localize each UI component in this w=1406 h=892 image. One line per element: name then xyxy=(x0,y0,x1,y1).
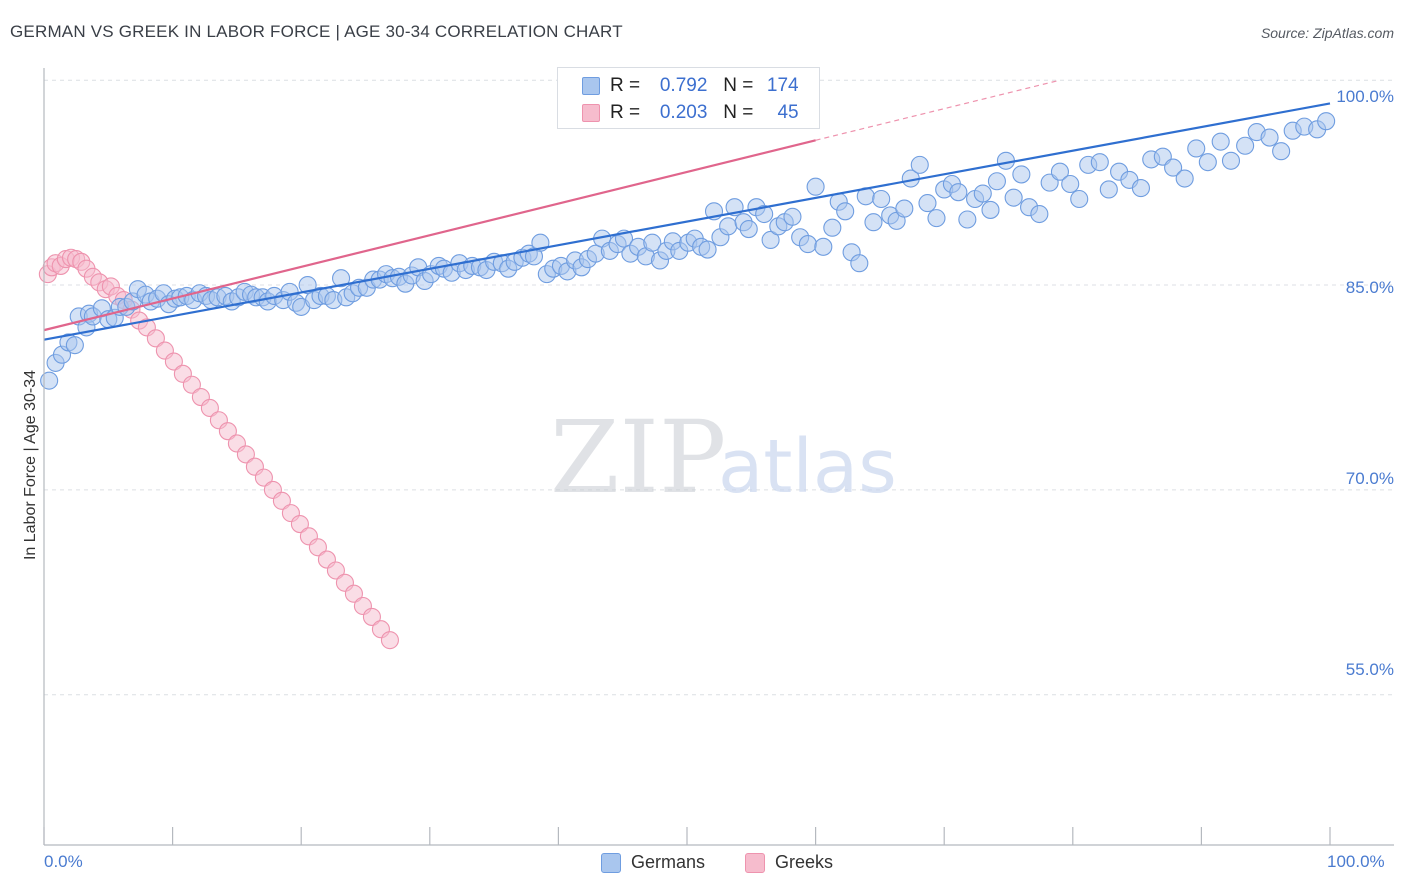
german-point-143 xyxy=(1012,165,1031,184)
german-point-151 xyxy=(1090,153,1109,172)
german-point-149 xyxy=(1070,189,1089,209)
german-point-4 xyxy=(65,336,84,355)
german-point-107 xyxy=(739,220,758,239)
legend-germans[interactable]: Germans xyxy=(601,852,705,873)
german-point-158 xyxy=(1164,158,1183,177)
greek-point-40 xyxy=(344,584,363,603)
greek-point-36 xyxy=(308,538,327,557)
greek-point-24 xyxy=(200,398,219,418)
german-point-159 xyxy=(1175,169,1194,188)
x-tick-100: 100.0% xyxy=(1327,852,1385,871)
german-point-132 xyxy=(927,209,946,228)
german-point-128 xyxy=(895,199,914,218)
german-point-164 xyxy=(1236,136,1255,155)
german-trend-line xyxy=(43,102,1331,341)
y-tick-55: 55.0% xyxy=(1345,660,1394,679)
german-point-161 xyxy=(1198,153,1217,172)
german-point-152 xyxy=(1099,180,1118,199)
german-point-101 xyxy=(698,240,717,259)
greek-n-value: 45 xyxy=(777,102,799,123)
german-point-104 xyxy=(719,217,738,236)
greek-point-22 xyxy=(182,375,201,394)
greek-point-38 xyxy=(326,561,345,580)
german-point-140 xyxy=(987,172,1006,191)
german-point-124 xyxy=(864,213,883,232)
german-point-42 xyxy=(298,276,317,295)
y-tick-70: 70.0% xyxy=(1345,469,1394,488)
x-tick-0: 0.0% xyxy=(44,852,83,871)
watermark-atlas: atlas xyxy=(718,424,897,510)
german-point-167 xyxy=(1272,142,1291,161)
german-point-110 xyxy=(761,230,780,250)
greek-point-30 xyxy=(254,468,273,487)
german-point-120 xyxy=(836,202,855,221)
german-point-160 xyxy=(1187,139,1206,158)
greek-point-28 xyxy=(236,445,255,464)
german-point-117 xyxy=(814,237,833,256)
legend-germans-swatch xyxy=(601,852,621,873)
greek-point-32 xyxy=(272,491,291,510)
german-point-0 xyxy=(40,371,59,390)
greek-r-value: 0.203 xyxy=(659,102,708,123)
greek-trend-line xyxy=(43,139,816,332)
stats-legend: R = 0.792 N = 174 R = 0.203 N = 45 xyxy=(557,67,820,129)
german-point-155 xyxy=(1131,179,1151,198)
german-point-145 xyxy=(1030,204,1049,224)
german-stats-row: R = 0.792 N = 174 xyxy=(582,74,799,98)
german-point-147 xyxy=(1050,162,1069,181)
legend-greeks-label: Greeks xyxy=(775,852,834,872)
chart-title: GERMAN VS GREEK IN LABOR FORCE | AGE 30-… xyxy=(10,22,623,41)
greek-point-18 xyxy=(146,329,165,348)
german-point-118 xyxy=(823,218,842,237)
german-swatch xyxy=(582,77,600,95)
german-r-value: 0.792 xyxy=(659,75,708,96)
german-n-label: N = xyxy=(723,75,754,96)
greek-point-42 xyxy=(362,607,381,626)
axes xyxy=(43,68,1394,846)
german-point-135 xyxy=(949,183,968,202)
german-point-115 xyxy=(798,235,817,254)
german-n-value: 174 xyxy=(766,75,799,96)
greek-stats-row: R = 0.203 N = 45 xyxy=(582,101,799,125)
german-point-139 xyxy=(981,200,1000,219)
greek-point-20 xyxy=(164,352,183,371)
greek-r-label: R = xyxy=(610,102,641,123)
legend-germans-label: Germans xyxy=(631,852,706,872)
german-point-162 xyxy=(1211,132,1230,151)
greek-point-44 xyxy=(380,631,399,650)
trend-lines xyxy=(43,79,1331,341)
greek-point-26 xyxy=(218,422,237,441)
greek-points xyxy=(38,248,399,650)
greek-point-34 xyxy=(290,515,309,534)
german-point-113 xyxy=(783,207,802,226)
legend-greeks[interactable]: Greeks xyxy=(745,852,833,873)
german-point-93 xyxy=(643,233,662,252)
y-tick-100: 100.0% xyxy=(1336,87,1394,106)
german-point-47 xyxy=(332,269,351,288)
german-point-109 xyxy=(755,204,774,224)
german-point-148 xyxy=(1061,174,1080,194)
german-point-116 xyxy=(806,177,825,196)
german-r-label: R = xyxy=(610,75,641,96)
y-axis-label: In Labor Force | Age 30-34 xyxy=(22,369,39,561)
greek-swatch xyxy=(582,104,600,122)
german-point-142 xyxy=(1004,188,1023,207)
german-points xyxy=(40,112,1336,390)
legend-greeks-swatch xyxy=(745,852,765,873)
german-point-136 xyxy=(958,210,977,229)
german-point-166 xyxy=(1260,128,1279,147)
german-point-163 xyxy=(1221,151,1241,170)
german-point-122 xyxy=(850,254,869,273)
german-point-138 xyxy=(973,184,992,203)
german-point-125 xyxy=(872,189,891,209)
german-point-171 xyxy=(1317,112,1336,131)
y-tick-85: 85.0% xyxy=(1345,278,1394,297)
german-point-131 xyxy=(918,194,937,213)
greek-trend-extension xyxy=(815,79,1060,141)
german-point-130 xyxy=(910,155,929,174)
greek-n-label: N = xyxy=(723,102,754,123)
chart-source: Source: ZipAtlas.com xyxy=(1260,25,1394,41)
watermark-zip: ZIP xyxy=(550,399,726,516)
